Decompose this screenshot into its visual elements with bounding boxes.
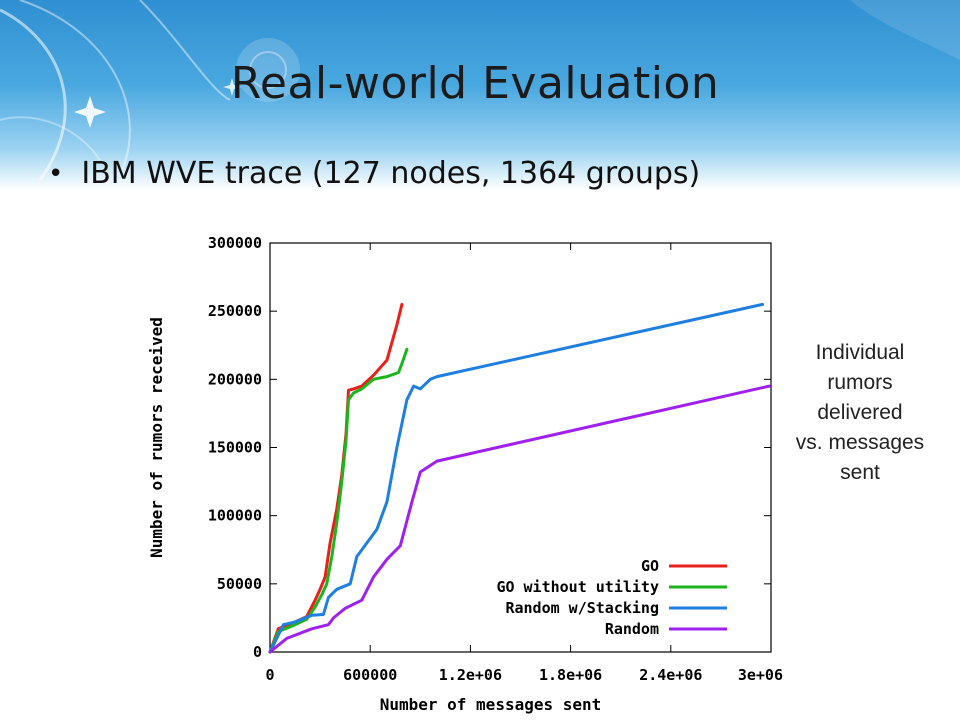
x-tick-label: 600000	[343, 666, 397, 684]
series-line-go-without-utility	[268, 347, 409, 654]
y-tick-label: 250000	[208, 302, 262, 320]
y-tick-label: 300000	[208, 234, 262, 252]
caption-line: sent	[840, 461, 880, 484]
y-axis-label: Number of rumors received	[147, 317, 166, 558]
legend-label: GO without utility	[496, 578, 659, 596]
x-tick-label: 3e+06	[738, 666, 783, 684]
x-tick-label: 2.4e+06	[639, 666, 702, 684]
caption-line: delivered	[817, 401, 903, 424]
y-tick-label: 50000	[217, 575, 262, 593]
legend-label: Random	[605, 620, 659, 638]
y-tick-label: 200000	[208, 370, 262, 388]
x-tick-label: 1.8e+06	[539, 666, 602, 684]
slide-title: Real-world Evaluation	[230, 58, 720, 109]
bullet-item: • IBM WVE trace (127 nodes, 1364 groups)	[48, 156, 700, 191]
caption-line: vs. messages	[795, 431, 925, 454]
legend-label: Random w/Stacking	[505, 599, 659, 617]
caption-line: rumors	[827, 371, 893, 394]
bullet-text: IBM WVE trace (127 nodes, 1364 groups)	[81, 156, 701, 191]
chart-caption: Individual rumors delivered vs. messages…	[780, 338, 940, 488]
series-line-random-w-stacking	[268, 302, 765, 654]
x-tick-label: 1.2e+06	[439, 666, 502, 684]
legend-label: GO	[641, 557, 659, 575]
series-line-random	[268, 384, 771, 654]
swirl-decoration-icon	[0, 0, 960, 181]
y-tick-label: 0	[253, 643, 262, 661]
chart: 0 50000 100000 150000 200000 250000 300000 0 600…	[145, 228, 785, 720]
x-axis-label: Number of messages sent	[380, 695, 602, 714]
y-tick-label: 150000	[208, 439, 262, 457]
plot-frame	[269, 242, 772, 653]
chart-svg: 0 50000 100000 150000 200000 250000 300000 0 600…	[147, 234, 783, 714]
bullet-dot-icon: •	[48, 158, 64, 189]
y-tick-label: 100000	[208, 507, 262, 525]
header-banner	[0, 0, 960, 190]
caption-line: Individual	[815, 341, 905, 364]
x-tick-label: 0	[265, 666, 274, 684]
